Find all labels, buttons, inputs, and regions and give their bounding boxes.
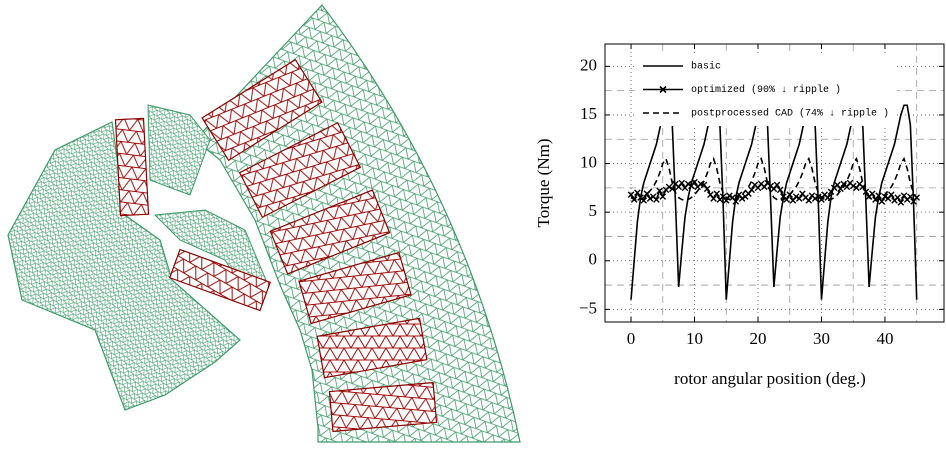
marker	[665, 183, 673, 191]
marker	[703, 185, 711, 193]
marker	[875, 192, 882, 199]
marker	[907, 193, 914, 200]
y-tick-label: 0	[589, 250, 598, 269]
marker	[881, 193, 889, 200]
y-tick-label: 20	[580, 55, 597, 74]
legend-marker	[659, 85, 667, 94]
marker	[894, 194, 901, 201]
legend-label: basic	[691, 61, 721, 73]
marker	[783, 196, 790, 203]
marker	[792, 193, 800, 200]
marker	[818, 196, 825, 203]
marker	[811, 195, 819, 202]
y-tick-label: 15	[580, 104, 597, 123]
marker	[776, 186, 784, 194]
chart: rotor angular position (deg.) Torque (Nm…	[534, 43, 945, 388]
marker	[713, 190, 721, 197]
mesh-illustration	[7, 4, 521, 443]
marker	[868, 190, 876, 197]
x-tick-label: 30	[813, 329, 830, 348]
y-axis-label: Torque (Nm)	[534, 139, 553, 228]
plot-frame	[604, 43, 945, 323]
x-tick-label: 40	[876, 329, 893, 348]
marker	[738, 195, 746, 202]
marker	[691, 178, 698, 186]
x-tick-label: 0	[627, 329, 636, 348]
x-axis-label: rotor angular position (deg.)	[674, 369, 866, 388]
marker	[862, 188, 870, 196]
marker	[837, 185, 844, 193]
y-tick-label: 5	[589, 201, 598, 220]
marker	[849, 182, 857, 190]
plot-lines	[627, 104, 920, 300]
marker	[659, 193, 667, 200]
marker	[646, 195, 654, 202]
rotor-magnets	[114, 117, 272, 312]
legend-label: postprocessed CAD (74% ↓ ripple )	[691, 108, 889, 120]
marker	[684, 180, 692, 188]
x-tick-label: 10	[686, 329, 703, 348]
marker	[897, 199, 905, 206]
series-line	[630, 104, 918, 300]
y-tick-label: 10	[580, 152, 597, 171]
marker	[795, 195, 803, 202]
marker	[732, 198, 740, 205]
marker	[678, 179, 686, 187]
marker	[805, 197, 813, 204]
marker	[656, 187, 663, 195]
marker	[627, 191, 635, 198]
y-tick-label: −5	[579, 298, 597, 317]
marker	[634, 189, 641, 197]
x-tick-label: 20	[749, 329, 766, 348]
marker	[748, 186, 755, 194]
marker	[653, 196, 660, 203]
legend-label: optimized (90% ↓ ripple )	[691, 84, 841, 96]
rotor	[7, 121, 241, 411]
marker	[773, 181, 781, 189]
marker	[710, 195, 717, 202]
series-line	[630, 156, 918, 202]
stator-magnets	[201, 58, 438, 433]
marker	[888, 191, 895, 198]
